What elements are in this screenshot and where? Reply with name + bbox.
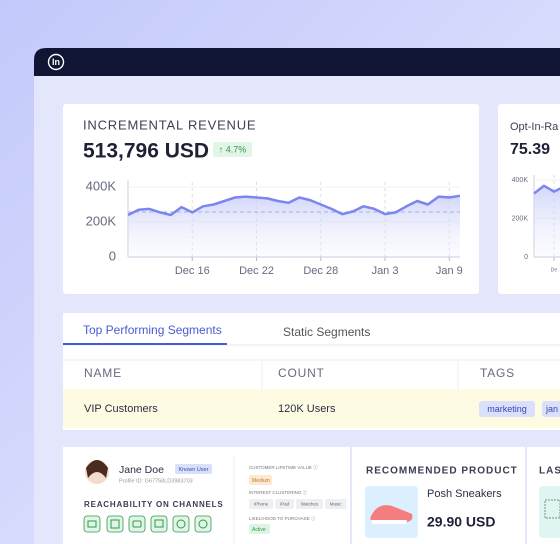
logo-ring xyxy=(47,53,65,71)
field-label: INTEREST CLUSTERING ⓘ xyxy=(249,489,308,496)
change-text: ↑ 4.7% xyxy=(219,144,247,154)
tag xyxy=(542,401,560,417)
pill xyxy=(249,499,274,509)
pill xyxy=(324,499,347,509)
tab-underline xyxy=(63,343,227,345)
tab[interactable]: Static Segments xyxy=(283,325,370,339)
channel-glyphs xyxy=(87,519,208,529)
glyph xyxy=(198,519,208,529)
column-header: TAGS xyxy=(480,366,515,380)
card-title: LAS xyxy=(539,466,560,477)
qr-image xyxy=(539,486,560,538)
tab-active[interactable]: Top Performing Segments xyxy=(83,323,222,337)
product-price: 29.90 USD xyxy=(427,514,495,530)
y-tick-label: 400K xyxy=(512,177,529,184)
x-tick-label: Dec 28 xyxy=(303,265,338,277)
glyph xyxy=(132,520,142,528)
product-name[interactable]: Posh Sneakers xyxy=(427,488,502,500)
column-header: NAME xyxy=(84,366,122,380)
y-tick-label: 200K xyxy=(512,215,529,222)
avatar-hair xyxy=(86,460,108,478)
channel-icon[interactable] xyxy=(194,515,212,533)
tag xyxy=(479,401,535,417)
pill-text: Music xyxy=(330,502,343,507)
pill xyxy=(296,499,323,509)
qr-code xyxy=(544,499,560,519)
sneaker xyxy=(370,505,413,522)
opt-in-value: 75.39 xyxy=(510,141,550,158)
badge xyxy=(175,464,212,474)
table-row[interactable] xyxy=(63,389,560,428)
area xyxy=(534,185,560,257)
pill-text: Active xyxy=(252,527,266,533)
x-tick-label: Dec 22 xyxy=(239,265,274,277)
x-tick-label: Jan 3 xyxy=(372,265,399,277)
y-tick-label: 0 xyxy=(109,248,116,263)
x-tick-label: De xyxy=(551,267,558,273)
revenue-value: 513,796 USD xyxy=(83,140,209,163)
profile-name: Jane Doe xyxy=(119,464,164,476)
y-tick-label: 0 xyxy=(524,254,528,261)
badge-text: Known User xyxy=(179,467,209,473)
glyph xyxy=(176,519,186,529)
column-header: COUNT xyxy=(278,366,325,380)
card-title: RECOMMENDED PRODUCT xyxy=(366,466,518,477)
tag-text: marketing xyxy=(487,404,527,414)
glyph xyxy=(87,520,97,528)
glyph xyxy=(110,519,120,529)
pill xyxy=(249,524,270,534)
pill-text: iPad xyxy=(280,502,290,507)
field-label: CUSTOMER LIFETIME VALUE ⓘ xyxy=(249,464,318,471)
sneaker-sole xyxy=(371,520,407,524)
pill-text: Medium xyxy=(252,478,270,484)
channel-icon[interactable] xyxy=(150,515,168,533)
y-tick-label: 200K xyxy=(86,213,117,228)
section-label: REACHABILITY ON CHANNELS xyxy=(84,500,224,509)
change-badge xyxy=(213,142,252,157)
pill xyxy=(249,475,272,485)
x-tick-label: Jan 9 xyxy=(436,265,463,277)
x-tick-label: Dec 16 xyxy=(175,265,210,277)
line xyxy=(533,184,560,195)
cell: 120K Users xyxy=(278,403,336,415)
channel-icon[interactable] xyxy=(106,515,124,533)
interest-pills: iPhone iPad Watches Music xyxy=(249,499,347,509)
glyph xyxy=(154,519,164,528)
y-tick-label: 400K xyxy=(86,178,117,193)
app-header xyxy=(34,48,560,76)
profile-id: Profile ID: G67758LD3983703 xyxy=(119,478,193,484)
card-title: Opt-In-Ra xyxy=(510,121,559,133)
cell: VIP Customers xyxy=(84,403,158,415)
logo: In xyxy=(52,57,60,67)
tag-text: jan xyxy=(545,404,558,414)
card-title: INCREMENTAL REVENUE xyxy=(83,117,256,132)
field-label: LIKELIHOOD TO PURCHASE ⓘ xyxy=(249,515,316,522)
channel-icon[interactable] xyxy=(83,515,101,533)
pill-text: iPhone xyxy=(254,502,269,507)
pill xyxy=(275,499,294,509)
channel-icon[interactable] xyxy=(172,515,190,533)
line xyxy=(127,194,461,217)
channel-icon[interactable] xyxy=(128,515,146,533)
pill-text: Watches xyxy=(301,502,319,507)
